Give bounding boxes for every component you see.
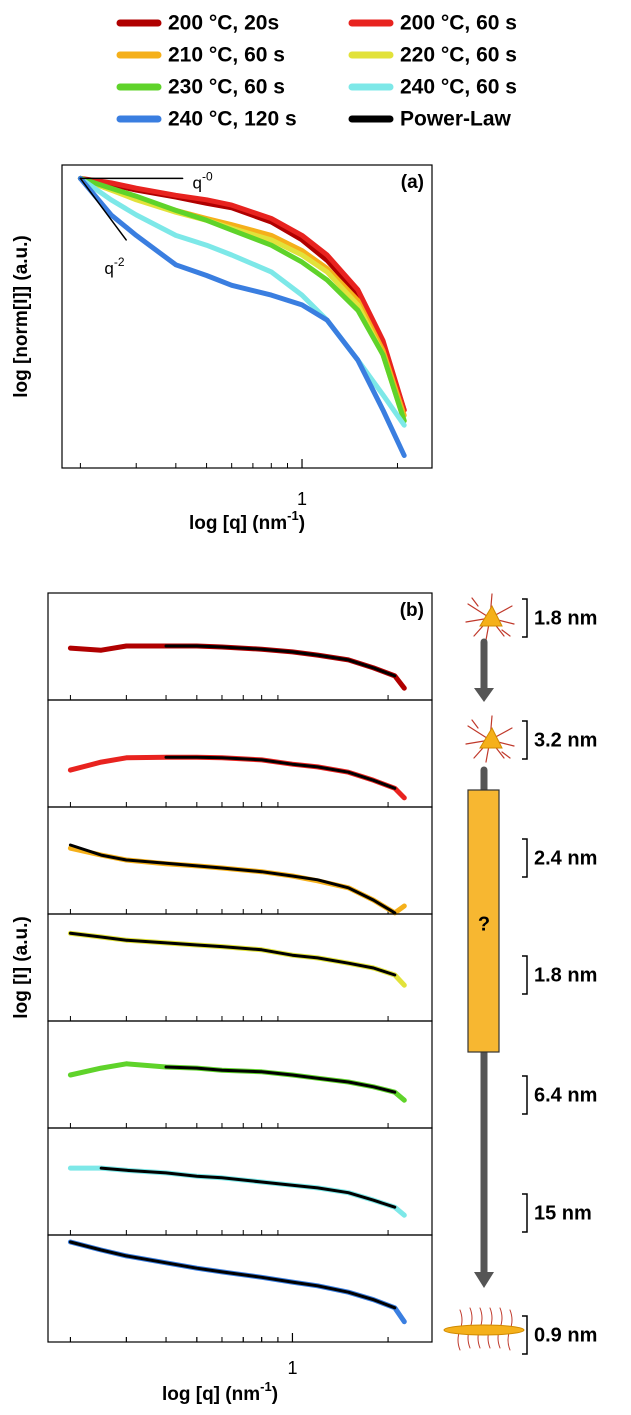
power-law-label: q-2 <box>104 255 124 278</box>
power-law-exp: -0 <box>202 170 213 184</box>
power-law-exp: -2 <box>114 255 125 269</box>
plot-frame <box>61 164 433 469</box>
data-line <box>67 643 407 691</box>
fit-line <box>68 843 397 915</box>
particle-icon <box>465 593 515 763</box>
fit-line <box>68 1240 397 1310</box>
size-label: 1.8 nm <box>534 607 597 629</box>
x-axis-label-close: ) <box>272 1384 278 1405</box>
x-axis-label: log [q] (nm-1) <box>189 508 305 534</box>
legend-label: Power-Law <box>400 108 512 131</box>
power-law-line <box>79 177 127 241</box>
legend-label: 230 °C, 60 s <box>168 76 285 99</box>
data-line <box>77 175 407 413</box>
particle-core <box>479 604 503 627</box>
fit-line <box>68 931 397 977</box>
data-line <box>67 1165 407 1218</box>
size-bracket <box>522 838 528 878</box>
x-axis-label-sup: -1 <box>260 1379 272 1394</box>
legend-label: 220 °C, 60 s <box>400 44 517 67</box>
panel-label: (b) <box>400 600 424 621</box>
size-bracket <box>522 598 528 638</box>
legend-label: 240 °C, 60 s <box>400 76 517 99</box>
unknown-label: ? <box>478 913 490 935</box>
x-axis-label: log [q] (nm-1) <box>162 1379 278 1405</box>
fit-line <box>164 755 397 790</box>
power-law-label: q-0 <box>193 170 213 193</box>
schematic <box>443 593 525 1351</box>
fit-line <box>164 1065 397 1094</box>
size-bracket <box>522 955 528 995</box>
plot-frame <box>47 699 433 808</box>
rod-core <box>443 1324 525 1336</box>
legend-label: 200 °C, 60 s <box>400 12 517 35</box>
legend-label: 210 °C, 60 s <box>168 44 285 67</box>
y-axis-label: log [norm[I]] (a.u.) <box>11 235 32 398</box>
data-line <box>77 175 407 458</box>
plot-frame <box>47 1020 433 1129</box>
unknown-box <box>467 789 500 1053</box>
size-label: 15 nm <box>534 1202 592 1224</box>
legend-label: 240 °C, 120 s <box>168 108 297 131</box>
size-bracket <box>522 720 528 760</box>
data-line <box>67 754 407 801</box>
size-bracket <box>522 1315 528 1355</box>
x-axis-label-sup: -1 <box>287 508 299 523</box>
size-label: 2.4 nm <box>534 847 597 869</box>
size-label: 6.4 nm <box>534 1084 597 1106</box>
fit-line <box>99 1166 397 1209</box>
size-bracket <box>522 1193 528 1233</box>
x-tick-label: 1 <box>297 489 307 509</box>
fit-line <box>164 644 397 678</box>
size-label: 3.2 nm <box>534 729 597 751</box>
panel-label: (a) <box>401 172 424 193</box>
data-line <box>67 930 407 988</box>
x-axis-label-text: log [q] (nm <box>162 1384 260 1405</box>
particle-core <box>479 726 503 749</box>
size-label: 1.8 nm <box>534 964 597 986</box>
arrow-head <box>474 1272 494 1288</box>
x-tick-label: 1 <box>287 1358 297 1378</box>
power-law-base: q <box>193 174 202 193</box>
power-law-base: q <box>104 259 113 278</box>
data-line <box>77 175 407 424</box>
arrow-head <box>474 688 494 702</box>
size-label: 0.9 nm <box>534 1324 597 1346</box>
data-line <box>77 175 407 424</box>
legend-label: 200 °C, 20s <box>168 12 279 35</box>
plot-frame <box>47 1234 433 1343</box>
size-bracket <box>522 1075 528 1115</box>
x-axis-label-close: ) <box>299 513 305 534</box>
x-axis-label-text: log [q] (nm <box>189 513 287 534</box>
y-axis-label: log [I] (a.u.) <box>11 916 32 1018</box>
